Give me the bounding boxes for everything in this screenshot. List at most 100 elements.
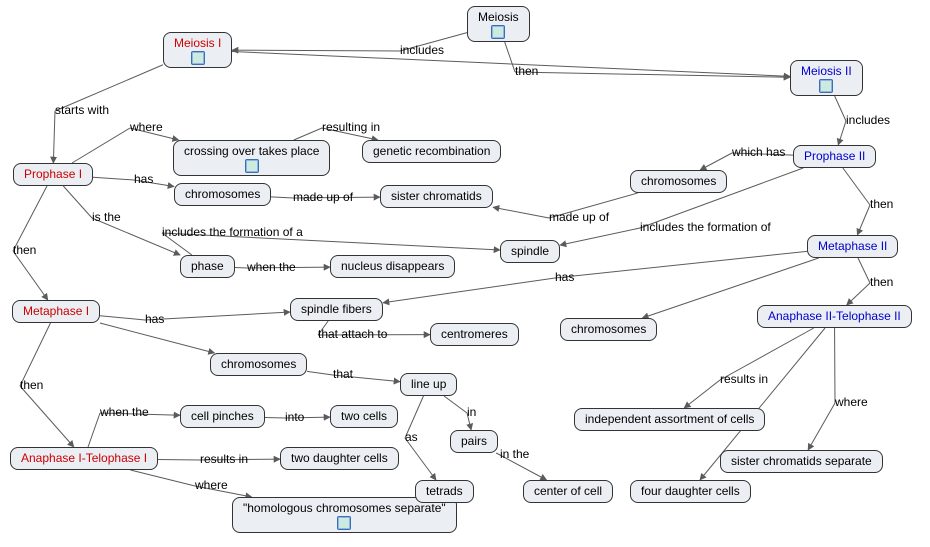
edge-label: then — [870, 275, 893, 289]
node-label: chromosomes — [571, 322, 646, 336]
edge-line — [847, 283, 870, 305]
edge-line — [72, 128, 130, 163]
edge-label: where — [130, 120, 163, 134]
edge-label: has — [555, 270, 574, 284]
node-label: Prophase II — [804, 149, 865, 163]
node-label: Anaphase II-Telophase II — [768, 309, 901, 323]
node-label: chromosomes — [221, 357, 296, 371]
edge-line — [808, 403, 835, 450]
edge-line — [858, 258, 870, 283]
edge-label: made up of — [549, 210, 609, 224]
edge-line — [63, 186, 92, 218]
edge-label: made up of — [293, 190, 353, 204]
node-crossing[interactable]: crossing over takes place — [173, 140, 330, 176]
node-tetrads[interactable]: tetrads — [415, 480, 474, 503]
node-anatelo1[interactable]: Anaphase I-Telophase I — [10, 447, 158, 470]
node-meiosis1[interactable]: Meiosis I — [163, 32, 232, 68]
node-label: four daughter cells — [641, 484, 740, 498]
node-label: crossing over takes place — [184, 144, 319, 158]
node-centercell[interactable]: center of cell — [523, 480, 613, 503]
edge-line — [505, 42, 515, 72]
edge-label: includes the formation of — [640, 220, 771, 234]
edge-line — [20, 386, 74, 447]
node-spindle[interactable]: spindle — [500, 240, 560, 263]
edge-line — [294, 128, 322, 140]
image-icon — [337, 516, 351, 530]
node-meiosis[interactable]: Meiosis — [467, 6, 530, 42]
node-meiosis2[interactable]: Meiosis II — [790, 60, 863, 96]
node-label: pairs — [461, 434, 487, 448]
edge-line — [493, 207, 549, 218]
edge-label: then — [870, 197, 893, 211]
edge-label: where — [195, 478, 228, 492]
edge-line — [100, 316, 145, 320]
node-label: line up — [411, 377, 446, 391]
node-anatelo2[interactable]: Anaphase II-Telophase II — [757, 305, 912, 328]
node-phase[interactable]: phase — [180, 255, 235, 278]
edge-line — [13, 186, 47, 251]
node-label: independent assortment of cells — [585, 412, 754, 426]
node-chromosomes3[interactable]: chromosomes — [560, 318, 657, 341]
node-geneticrec[interactable]: genetic recombination — [362, 140, 501, 163]
image-icon — [245, 159, 259, 173]
edge-line — [700, 153, 732, 170]
node-sistersep[interactable]: sister chromatids separate — [720, 450, 883, 473]
edge-line — [515, 72, 790, 77]
node-centromeres[interactable]: centromeres — [430, 323, 519, 346]
node-indassort[interactable]: independent assortment of cells — [574, 408, 765, 431]
edge-label: that attach to — [318, 327, 387, 341]
edge-label: includes — [400, 43, 444, 57]
edge-line — [857, 205, 870, 235]
node-prophase1[interactable]: Prophase I — [13, 163, 93, 186]
image-icon — [819, 79, 833, 93]
edge-line — [843, 168, 870, 205]
edge-label: when the — [247, 260, 296, 274]
node-metaphase1[interactable]: Metaphase I — [12, 300, 100, 323]
node-chromosomes4[interactable]: chromosomes — [210, 353, 307, 376]
edge-line — [838, 121, 846, 145]
concept-map-canvas: Meiosis Meiosis I Meiosis II Prophase I cros… — [0, 0, 930, 547]
node-sisterchrom[interactable]: sister chromatids — [380, 185, 493, 208]
node-label: Anaphase I-Telophase I — [21, 451, 147, 465]
edge-label: then — [515, 64, 538, 78]
edge-line — [835, 96, 846, 121]
node-label: spindle fibers — [301, 302, 372, 316]
node-label: two cells — [341, 409, 387, 423]
node-nucleus[interactable]: nucleus disappears — [330, 255, 455, 278]
node-spindlefibers[interactable]: spindle fibers — [290, 298, 383, 321]
edge-label: then — [20, 378, 43, 392]
edge-label: has — [145, 312, 164, 326]
edge-line — [383, 278, 555, 303]
edge-line — [88, 413, 100, 447]
edge-label: includes the formation of a — [162, 225, 303, 239]
node-lineup[interactable]: line up — [400, 373, 457, 396]
node-twodaughter[interactable]: two daughter cells — [280, 447, 399, 470]
node-label: Metaphase II — [818, 239, 887, 253]
edge-line — [93, 177, 134, 180]
edge-line — [271, 197, 293, 198]
edge-label: has — [134, 172, 153, 186]
node-label: center of cell — [534, 484, 602, 498]
node-chromosomes1[interactable]: chromosomes — [174, 183, 271, 206]
node-metaphase2[interactable]: Metaphase II — [807, 235, 898, 258]
node-label: spindle — [511, 244, 549, 258]
node-label: chromosomes — [641, 174, 716, 188]
node-fourdaughter[interactable]: four daughter cells — [630, 480, 751, 503]
node-label: nucleus disappears — [341, 259, 444, 273]
node-pairs[interactable]: pairs — [450, 430, 498, 453]
edge-line — [20, 323, 50, 386]
edge-line — [130, 470, 195, 486]
node-cellpinches[interactable]: cell pinches — [180, 405, 265, 428]
edge-label: where — [835, 395, 868, 409]
node-chromosomes2[interactable]: chromosomes — [630, 170, 727, 193]
node-label: phase — [191, 259, 224, 273]
edge-line — [444, 396, 467, 413]
edge-label: when the — [100, 405, 149, 419]
edge-line — [684, 380, 720, 408]
node-prophase2[interactable]: Prophase II — [793, 145, 876, 168]
edge-label: which has — [732, 145, 785, 159]
node-twocells[interactable]: two cells — [330, 405, 398, 428]
node-label: Meiosis I — [174, 36, 221, 50]
image-icon — [191, 51, 205, 65]
edge-line — [307, 371, 333, 375]
